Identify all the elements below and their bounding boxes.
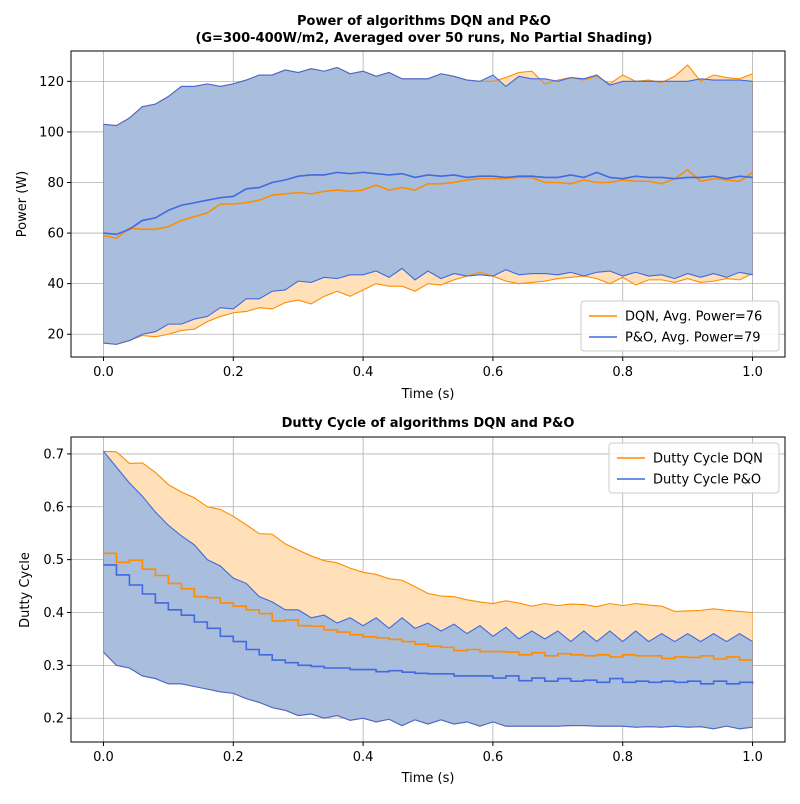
power-legend-box xyxy=(580,300,780,352)
duty-chart-xlabel: Time (s) xyxy=(401,771,455,786)
duty-chart-title: Dutty Cycle of algorithms DQN and P&O xyxy=(282,416,575,431)
power-po-upper-line xyxy=(103,66,753,127)
power-chart-xlabel: Time (s) xyxy=(401,387,455,402)
power-chart-title-line1: Power of algorithms DQN and P&O xyxy=(297,14,551,29)
power-chart-ylabel: Power (W) xyxy=(15,171,30,237)
power-po-lower-line xyxy=(103,267,753,345)
power-ytick-label: 20 xyxy=(47,328,64,343)
duty-ytick-label: 0.4 xyxy=(43,606,64,621)
duty-xtick-label: 0.8 xyxy=(612,750,633,765)
duty-axes-frame xyxy=(70,436,786,743)
power-chart: 0.0 0.2 0.4 0.6 0.8 1.0 20 40 60 80 100 120 DQN, Avg… xyxy=(39,50,786,380)
duty-ytick-label: 0.3 xyxy=(43,659,64,674)
duty-legend-entry: Dutty Cycle DQN xyxy=(653,452,763,467)
power-po-mean-line xyxy=(103,171,753,236)
power-dqn-mean-line xyxy=(103,168,754,239)
power-ytick-label: 120 xyxy=(39,75,64,90)
power-ytick-label: 80 xyxy=(47,176,64,191)
power-legend: DQN, Avg. Power=76 P&O, Avg. Power=79 xyxy=(580,300,780,352)
power-axes-frame xyxy=(70,50,786,358)
duty-po-lower-line xyxy=(103,651,753,730)
duty-chart-ylabel: Dutty Cycle xyxy=(18,552,33,628)
power-xtick-label: 0.4 xyxy=(353,365,374,380)
power-xtick-label: 1.0 xyxy=(742,365,763,380)
duty-legend-entry: Dutty Cycle P&O xyxy=(653,473,761,488)
power-chart-title-line2: (G=300-400W/m2, Averaged over 50 runs, N… xyxy=(195,31,652,46)
duty-xtick-label: 0.0 xyxy=(93,750,114,765)
duty-dqn-mean-line xyxy=(103,552,753,661)
duty-po-mean-line xyxy=(103,564,754,685)
duty-ytick-label: 0.6 xyxy=(43,500,64,515)
power-legend-entry: P&O, Avg. Power=79 xyxy=(625,331,761,346)
duty-dqn-upper-line xyxy=(103,450,753,614)
power-xtick-label: 0.6 xyxy=(483,365,504,380)
power-ytick-label: 60 xyxy=(47,227,64,242)
duty-ytick-label: 0.7 xyxy=(43,447,64,462)
duty-xtick-label: 0.2 xyxy=(223,750,244,765)
power-dqn-lower-line xyxy=(103,271,753,345)
duty-xtick-label: 1.0 xyxy=(742,750,763,765)
duty-po-band xyxy=(103,451,753,729)
power-ytick-label: 40 xyxy=(47,277,64,292)
duty-cycle-chart: 0.0 0.2 0.4 0.6 0.8 1.0 0.2 0.3 0.4 0.5 0.6 0.7 Dutt… xyxy=(43,436,786,765)
duty-xtick-label: 0.4 xyxy=(353,750,374,765)
power-xtick-label: 0.8 xyxy=(612,365,633,380)
power-xtick-label: 0.2 xyxy=(223,365,244,380)
duty-po-upper-line xyxy=(103,450,753,643)
duty-legend-box xyxy=(608,442,780,494)
power-xtick-label: 0.0 xyxy=(93,365,114,380)
power-legend-entry: DQN, Avg. Power=76 xyxy=(625,310,762,325)
duty-legend: Dutty Cycle DQN Dutty Cycle P&O xyxy=(608,442,780,494)
duty-ytick-label: 0.5 xyxy=(43,553,64,568)
duty-xtick-label: 0.6 xyxy=(483,750,504,765)
duty-ytick-label: 0.2 xyxy=(43,712,64,727)
power-ytick-label: 100 xyxy=(39,125,64,140)
power-po-band xyxy=(103,67,753,345)
